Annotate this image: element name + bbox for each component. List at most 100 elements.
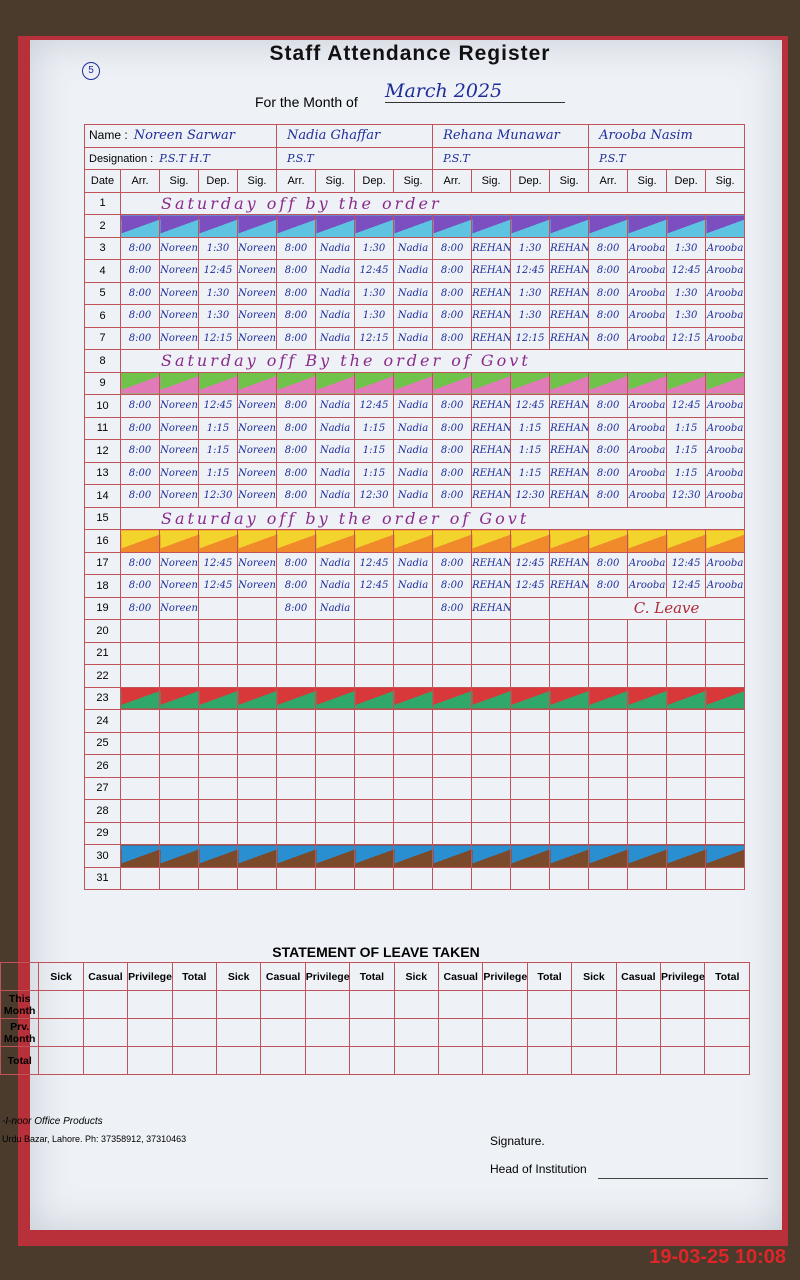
column-header: Sig. — [315, 169, 356, 193]
empty-cell — [120, 776, 160, 800]
holiday-stripe — [315, 214, 356, 238]
empty-cell — [315, 866, 356, 890]
empty-cell — [666, 731, 707, 755]
holiday-stripe — [588, 371, 629, 395]
holiday-stripe — [588, 214, 629, 238]
signature: Arooba — [705, 574, 746, 598]
empty-cell — [38, 1046, 84, 1075]
time: 12:45 — [666, 574, 707, 598]
empty-cell — [432, 866, 473, 890]
leave-title: STATEMENT OF LEAVE TAKEN — [272, 944, 480, 960]
holiday-stripe — [471, 371, 512, 395]
empty-cell — [549, 799, 590, 823]
signature: Noreen — [236, 439, 278, 463]
time: 8:00 — [120, 259, 160, 283]
leave-note: C. Leave — [588, 596, 746, 620]
name-cell: Name : Noreen Sarwar — [83, 124, 278, 148]
empty-cell — [666, 754, 707, 778]
staff-name: Noreen Sarwar — [133, 128, 235, 144]
staff-name: Rehana Munawar — [443, 128, 560, 144]
leave-row: Total — [0, 1046, 750, 1075]
time: 8:00 — [276, 484, 317, 508]
time: 1:30 — [354, 236, 395, 260]
time: 8:00 — [432, 416, 473, 440]
signature: Nadia — [315, 551, 356, 575]
holiday-stripe — [198, 844, 238, 868]
time: 12:30 — [198, 484, 238, 508]
empty-cell — [315, 821, 356, 845]
leave-row-label: Prv. Month — [0, 1018, 40, 1047]
empty-cell — [127, 990, 173, 1019]
empty-cell — [666, 641, 707, 665]
signature: REHANA — [471, 326, 512, 350]
signature: Noreen — [159, 551, 199, 575]
signature: Arooba — [705, 416, 746, 440]
staff-designation: P.S.T — [287, 151, 314, 165]
signature: Noreen — [236, 416, 278, 440]
leave-row: Prv. Month — [0, 1018, 750, 1047]
time: 8:00 — [588, 416, 629, 440]
signature: REHANA — [549, 304, 590, 328]
empty-cell — [393, 619, 434, 643]
empty-cell — [393, 754, 434, 778]
time: 8:00 — [120, 551, 160, 575]
empty-cell — [349, 990, 395, 1019]
date: 8 — [84, 349, 121, 373]
signature: REHANA — [471, 281, 512, 305]
signature: Noreen — [236, 551, 278, 575]
note: Saturday off By the order of Govt — [119, 349, 746, 373]
date: 27 — [84, 776, 121, 800]
signature: Arooba — [627, 574, 668, 598]
empty-cell — [236, 709, 278, 733]
time: 1:15 — [666, 439, 707, 463]
column-header: Dep. — [354, 169, 395, 193]
day-row: 1 Saturday off by the order — [84, 191, 746, 215]
empty-cell — [198, 596, 238, 620]
signature: Noreen — [159, 461, 199, 485]
designation-cell: Designation : P.S.T H.T — [83, 146, 278, 170]
time: 12:45 — [354, 259, 395, 283]
leave-column: Sick — [393, 962, 440, 991]
time: 8:00 — [588, 551, 629, 575]
time: 8:00 — [120, 416, 160, 440]
column-header: Sig. — [236, 169, 278, 193]
leave-column: Privilege — [482, 962, 528, 991]
holiday-stripe — [315, 686, 356, 710]
empty-cell — [482, 990, 528, 1019]
empty-cell — [393, 1018, 440, 1047]
holiday-stripe — [627, 686, 668, 710]
time: 12:45 — [198, 551, 238, 575]
empty-cell — [627, 731, 668, 755]
signature: REHANA — [549, 281, 590, 305]
empty-cell — [471, 776, 512, 800]
holiday-stripe — [236, 371, 278, 395]
empty-cell — [354, 821, 395, 845]
signature: Arooba — [705, 551, 746, 575]
date: 15 — [84, 506, 121, 530]
signature: Nadia — [393, 236, 434, 260]
holiday-stripe — [432, 686, 473, 710]
name-cell: Rehana Munawar — [432, 124, 590, 148]
time: 8:00 — [432, 461, 473, 485]
time: 8:00 — [588, 394, 629, 418]
time: 1:15 — [510, 439, 551, 463]
empty-cell — [510, 619, 551, 643]
time: 8:00 — [276, 259, 317, 283]
column-header: Arr. — [276, 169, 317, 193]
day-row: 31 — [84, 866, 746, 890]
leave-column: Privilege — [660, 962, 706, 991]
leave-row: This Month — [0, 990, 750, 1019]
empty-cell — [660, 1018, 706, 1047]
holiday-stripe — [510, 686, 551, 710]
empty-cell — [437, 1018, 484, 1047]
empty-cell — [705, 641, 746, 665]
signature: Noreen — [236, 281, 278, 305]
attendance-table: Name : Noreen Sarwar Nadia Ghaffar Rehana M… — [83, 124, 746, 890]
day-row: 13 8:00 Noreen 1:15 Noreen 8:00 Nadia 1:15 Nadia… — [84, 461, 746, 485]
date: 1 — [84, 191, 121, 215]
column-header: Dep. — [510, 169, 551, 193]
empty-cell — [660, 990, 706, 1019]
empty-cell — [120, 709, 160, 733]
holiday-stripe — [354, 214, 395, 238]
date: 3 — [84, 236, 121, 260]
